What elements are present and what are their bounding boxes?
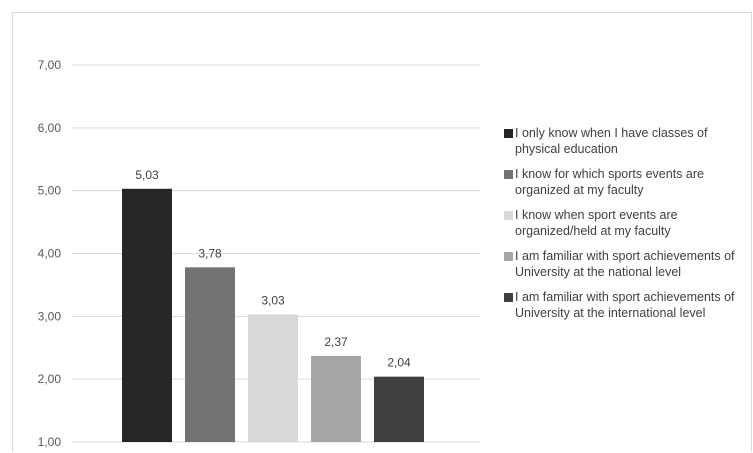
y-tick-label: 2,00 [38, 372, 62, 386]
legend-swatch [504, 252, 513, 261]
legend-item: I only know when I have classes of physi… [504, 125, 753, 157]
legend-swatch [504, 293, 513, 302]
bar-value-label: 5,03 [135, 168, 159, 182]
legend-item: I am familiar with sport achievements of… [504, 248, 753, 280]
bar-value-label: 2,04 [387, 356, 411, 370]
legend-swatch [504, 129, 513, 138]
bar [311, 355, 361, 442]
y-tick-label: 5,00 [38, 184, 62, 198]
bar-value-label: 2,37 [324, 335, 348, 349]
bar-value-label: 3,03 [261, 293, 285, 307]
bar [122, 188, 172, 442]
legend-item: I am familiar with sport achievements of… [504, 289, 753, 321]
chart-frame [12, 12, 752, 452]
y-tick-label: 1,00 [38, 435, 62, 449]
legend-label: I only know when I have classes of physi… [515, 126, 708, 156]
y-tick-label: 3,00 [38, 309, 62, 323]
y-tick-label: 6,00 [38, 121, 62, 135]
legend-label: I know for which sports events are organ… [515, 167, 704, 197]
bar-value-label: 3,78 [198, 246, 222, 260]
legend-label: I am familiar with sport achievements of… [515, 249, 735, 279]
bar [248, 314, 298, 442]
legend-swatch [504, 211, 513, 220]
legend-item: I know for which sports events are organ… [504, 166, 753, 198]
chart-legend: I only know when I have classes of physi… [504, 125, 753, 330]
legend-swatch [504, 170, 513, 179]
legend-item: I know when sport events are organized/h… [504, 207, 753, 239]
legend-label: I am familiar with sport achievements of… [515, 290, 735, 320]
y-tick-label: 4,00 [38, 247, 62, 261]
y-tick-label: 7,00 [38, 58, 62, 72]
bar [374, 376, 424, 442]
legend-label: I know when sport events are organized/h… [515, 208, 678, 238]
bar [185, 267, 235, 442]
